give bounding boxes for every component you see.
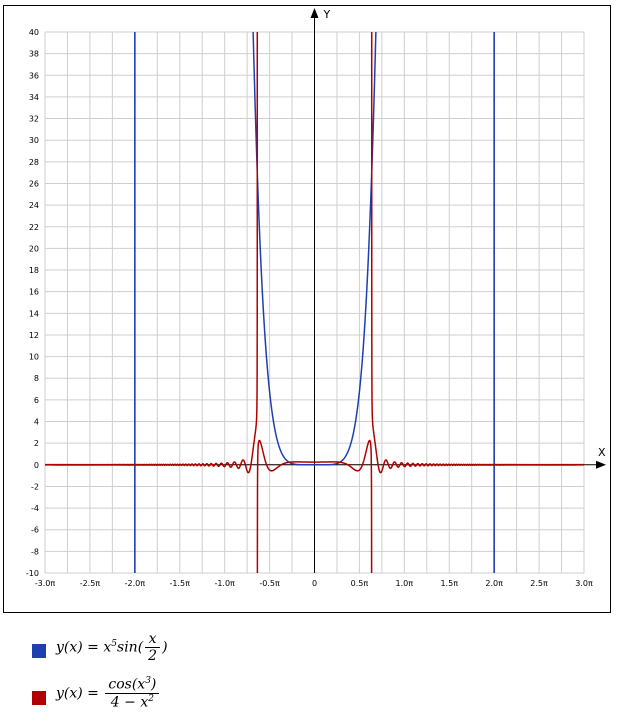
y-tick-label: 4 — [34, 418, 39, 427]
legend-formula-blue: y(x) = x5sin(x 2) — [56, 631, 168, 665]
legend-formula-red: y(x) = cos(x3) 4 − x2 — [56, 676, 161, 711]
y-tick-label: 40 — [29, 28, 39, 37]
y-tick-label: 16 — [29, 288, 39, 297]
y-tick-label: 24 — [29, 201, 39, 210]
legend-swatch-blue — [32, 644, 46, 658]
x-tick-label: 1.0π — [396, 579, 414, 588]
chart-plot: XY4038363432302826242220181614121086420-… — [26, 8, 606, 588]
y-tick-label: -10 — [26, 569, 39, 578]
y-tick-label: 28 — [29, 158, 39, 167]
x-tick-label: 3.0π — [575, 579, 593, 588]
y-tick-label: 20 — [29, 244, 39, 253]
y-axis-arrow — [310, 8, 319, 18]
y-tick-label: 10 — [29, 353, 39, 362]
y-tick-label: 34 — [29, 93, 39, 102]
y-tick-label: -2 — [31, 482, 39, 491]
legend-item-red: y(x) = cos(x3) 4 − x2 — [30, 674, 590, 720]
x-tick-label: 0.5π — [351, 579, 369, 588]
x-tick-label: -1.0π — [214, 579, 235, 588]
legend-item-blue: y(x) = x5sin(x 2) — [30, 628, 590, 674]
y-tick-label: 32 — [29, 115, 39, 124]
y-tick-label: 8 — [34, 374, 39, 383]
y-tick-label: 2 — [34, 439, 39, 448]
x-tick-label: 0 — [312, 579, 317, 588]
x-tick-label: -2.0π — [125, 579, 146, 588]
y-tick-label: -8 — [31, 547, 39, 556]
series-line-blue — [252, 32, 377, 466]
legend: y(x) = x5sin(x 2) y(x) = cos(x3) 4 − x2 — [30, 628, 590, 720]
y-tick-label: 30 — [29, 136, 39, 145]
x-tick-label: -0.5π — [259, 579, 280, 588]
series-line-red — [45, 32, 584, 573]
y-axis-label: Y — [323, 8, 331, 21]
x-tick-label: -3.0π — [35, 579, 56, 588]
y-tick-label: 6 — [34, 396, 39, 405]
x-tick-label: 2.5π — [530, 579, 548, 588]
y-tick-label: -6 — [31, 526, 39, 535]
y-tick-label: 18 — [29, 266, 39, 275]
y-tick-label: 22 — [29, 223, 39, 232]
x-tick-label: 1.5π — [440, 579, 458, 588]
legend-swatch-red — [32, 691, 46, 705]
x-axis-label: X — [598, 446, 606, 459]
y-tick-label: -4 — [31, 504, 39, 513]
y-tick-label: 14 — [29, 309, 39, 318]
y-tick-label: 12 — [29, 331, 39, 340]
y-tick-label: 36 — [29, 71, 39, 80]
x-axis-arrow — [596, 460, 606, 469]
chart-frame: X Y 40 38 36 34 32 30 28 26 24 22 20 18 16 14 12 10 8 6 4 2 0-… — [3, 5, 611, 613]
x-tick-label: -1.5π — [170, 579, 191, 588]
x-tick-label: 2.0π — [485, 579, 503, 588]
y-tick-label: 0 — [34, 461, 39, 470]
x-tick-label: -2.5π — [80, 579, 101, 588]
y-tick-label: 38 — [29, 50, 39, 59]
y-tick-label: 26 — [29, 179, 39, 188]
